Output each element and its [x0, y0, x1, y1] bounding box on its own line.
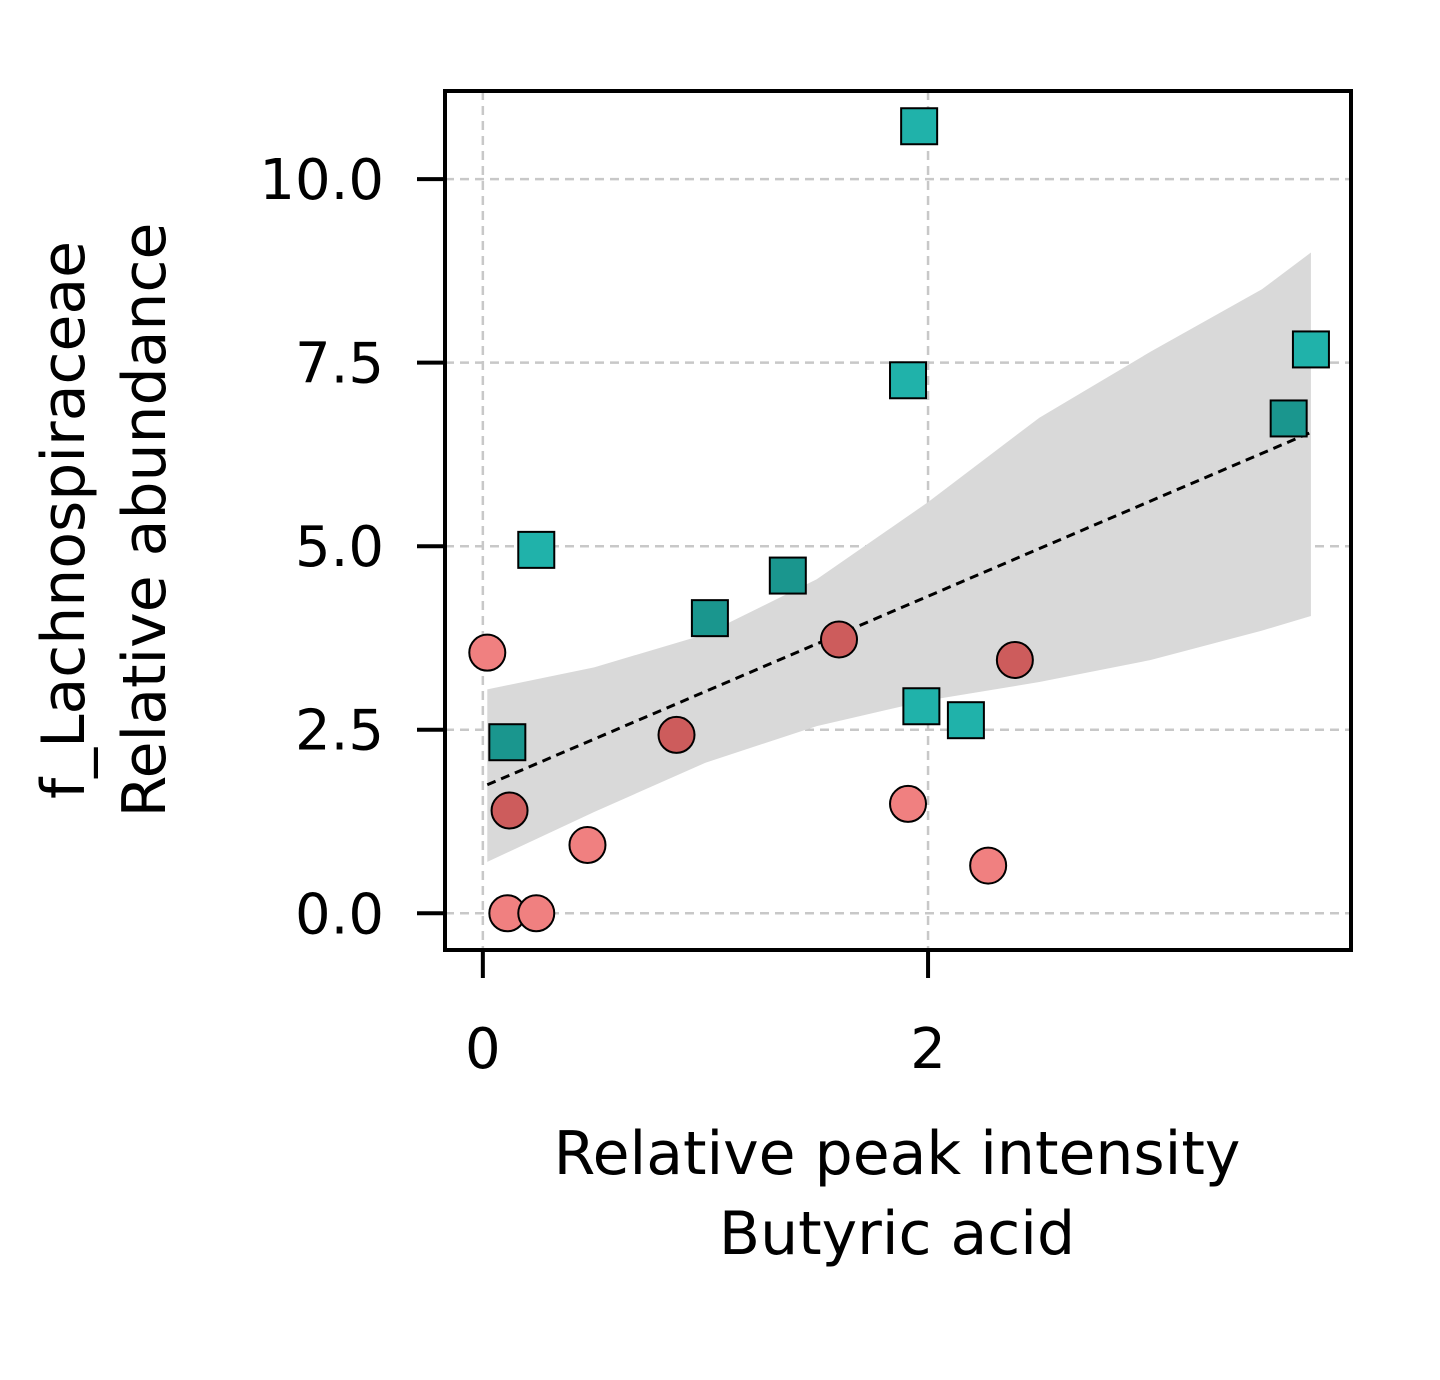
circle-point-8 — [969, 846, 1008, 885]
square-point-6 — [902, 687, 941, 726]
circle-point-3 — [517, 894, 556, 933]
square-point-3 — [768, 556, 807, 595]
square-point-9 — [1291, 330, 1330, 369]
x-tick-label-0: 0 — [465, 1017, 501, 1082]
y-axis-label-line-1: f_Lachnospiraceae — [29, 241, 99, 799]
y-tick-label-4: 10.0 — [259, 148, 384, 213]
data-points — [468, 107, 1330, 933]
y-tick-label-3: 7.5 — [295, 332, 384, 397]
x-tick-label-1: 2 — [910, 1017, 946, 1082]
x-axis-label-line-2: Butyric acid — [719, 1199, 1075, 1269]
plot-frame — [443, 89, 1353, 952]
circle-point-0 — [468, 633, 507, 672]
square-point-2 — [690, 599, 729, 638]
y-axis-ticks: 0.0 2.5 5.0 7.5 10.0 — [259, 148, 445, 947]
circle-point-6 — [820, 620, 859, 659]
square-point-0 — [488, 723, 527, 762]
y-axis-label-line-2: Relative abundance — [110, 223, 180, 818]
circle-point-1 — [490, 791, 529, 830]
y-tick-label-0: 0.0 — [295, 882, 384, 947]
y-tick-label-2: 5.0 — [295, 515, 384, 580]
square-point-7 — [946, 701, 985, 740]
square-point-5 — [900, 107, 939, 146]
circle-point-7 — [889, 784, 928, 823]
y-tick-label-1: 2.5 — [295, 699, 384, 764]
confidence-band — [487, 252, 1311, 862]
square-point-4 — [889, 361, 928, 400]
circle-point-9 — [995, 640, 1034, 679]
square-point-1 — [517, 530, 556, 569]
circle-point-5 — [657, 715, 696, 754]
circle-point-4 — [568, 826, 607, 865]
x-axis-label-line-1: Relative peak intensity — [554, 1119, 1241, 1189]
square-point-8 — [1269, 399, 1308, 438]
